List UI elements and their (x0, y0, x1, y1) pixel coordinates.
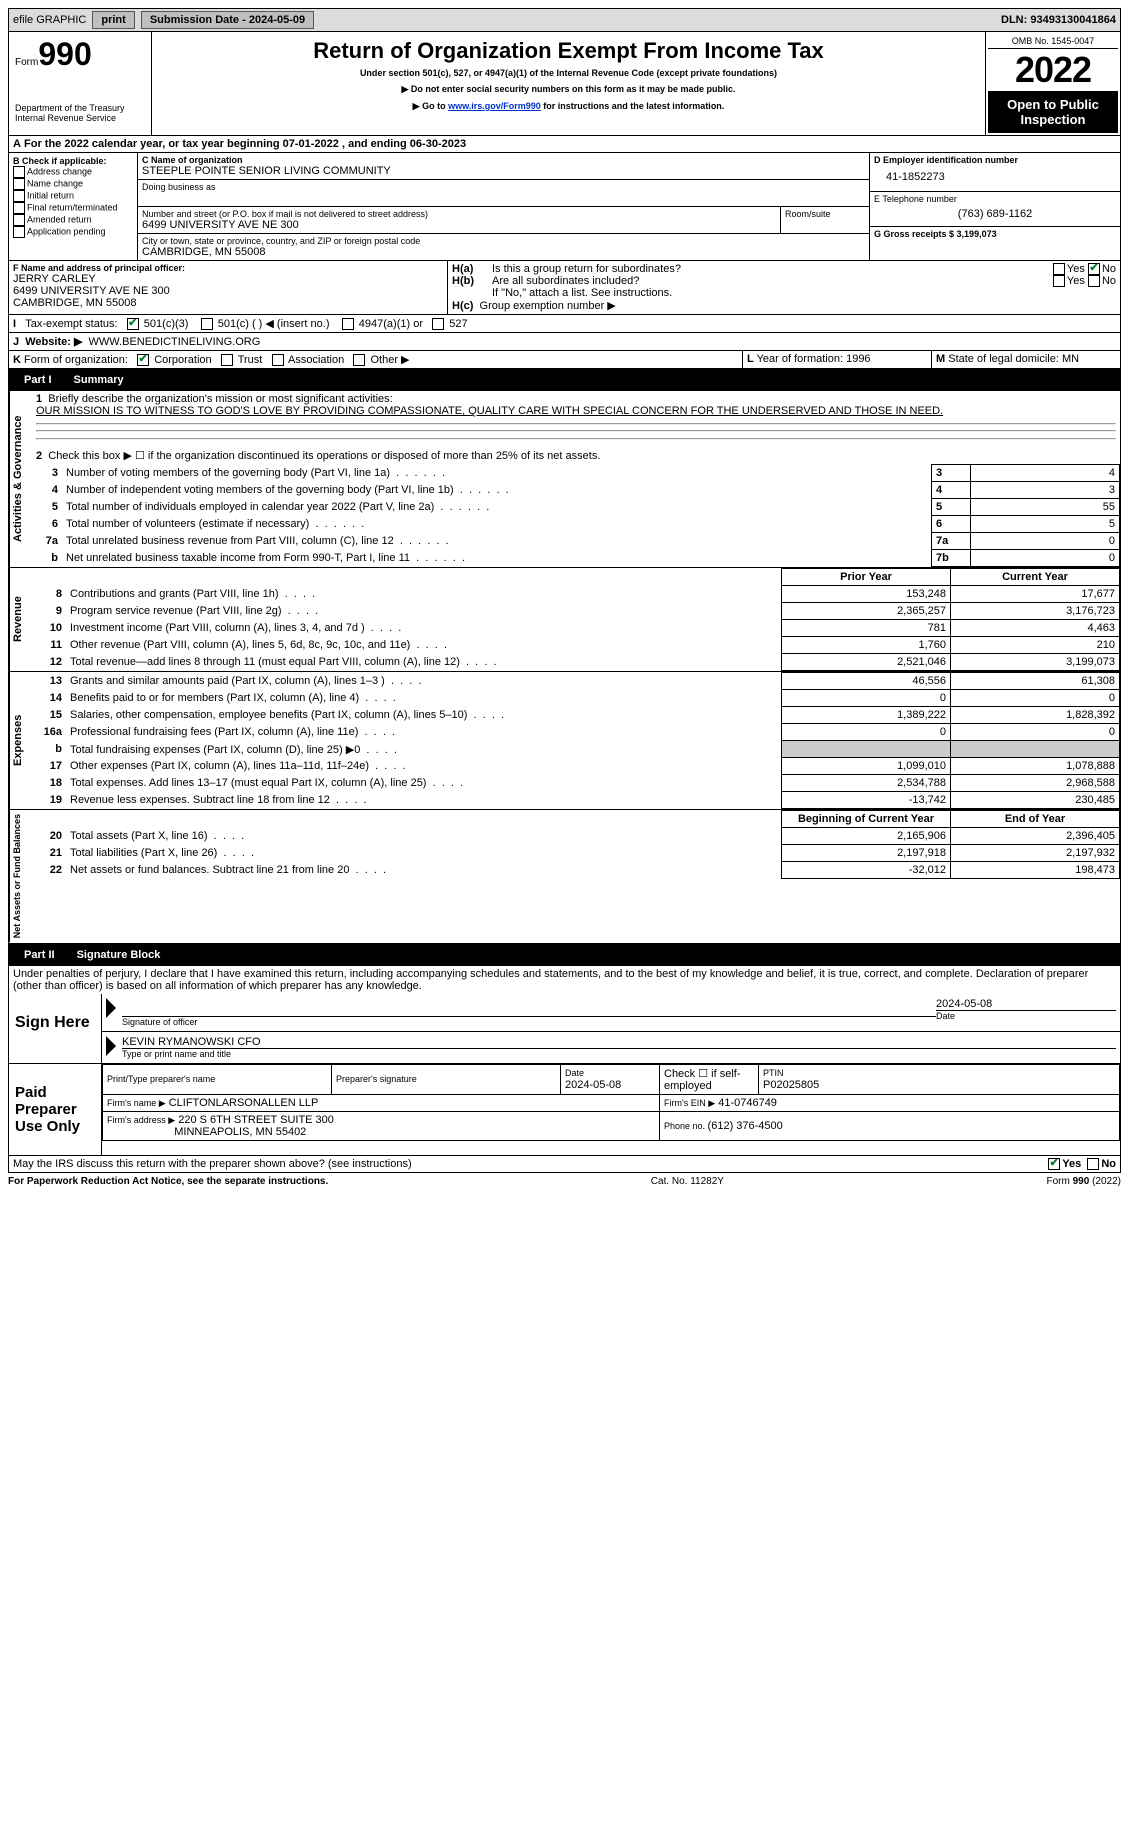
line-klm: K Form of organization: Corporation Trus… (8, 351, 1121, 369)
d-lbl: D Employer identification number (874, 155, 1116, 165)
summary-row: bNet unrelated business taxable income f… (32, 550, 1120, 567)
side-ag: Activities & Governance (9, 391, 32, 567)
org-name: STEEPLE POINTE SENIOR LIVING COMMUNITY (142, 165, 865, 177)
org-info-block: B Check if applicable: Address changeNam… (8, 153, 1121, 261)
form-header: Form990 Department of the Treasury Inter… (8, 32, 1121, 136)
summary-row: 21Total liabilities (Part X, line 26) . … (32, 845, 1120, 862)
line-j: J Website: ▶ WWW.BENEDICTINELIVING.ORG (8, 333, 1121, 351)
summary-row: 10Investment income (Part VIII, column (… (32, 620, 1120, 637)
efile-label: efile GRAPHIC (13, 14, 86, 26)
officer-addr1: 6499 UNIVERSITY AVE NE 300 (13, 285, 443, 297)
room-lbl: Room/suite (781, 207, 869, 233)
summary-row: 5Total number of individuals employed in… (32, 499, 1120, 516)
tax-year: 2022 (988, 49, 1118, 91)
footer: For Paperwork Reduction Act Notice, see … (8, 1173, 1121, 1187)
dba-lbl: Doing business as (142, 182, 865, 192)
line-i: I Tax-exempt status: 501(c)(3) 501(c) ( … (8, 315, 1121, 333)
b-option[interactable]: Amended return (13, 214, 133, 226)
summary-row: 7aTotal unrelated business revenue from … (32, 533, 1120, 550)
side-na: Net Assets or Fund Balances (9, 810, 32, 942)
summary-row: 6Total number of volunteers (estimate if… (32, 516, 1120, 533)
summary-row: 22Net assets or fund balances. Subtract … (32, 862, 1120, 879)
summary-row: 16aProfessional fundraising fees (Part I… (32, 724, 1120, 741)
summary-row: 4Number of independent voting members of… (32, 482, 1120, 499)
summary-row: 14Benefits paid to or for members (Part … (32, 690, 1120, 707)
omb: OMB No. 1545-0047 (988, 34, 1118, 49)
irs-link[interactable]: www.irs.gov/Form990 (448, 101, 541, 111)
perjury: Under penalties of perjury, I declare th… (8, 966, 1121, 994)
f-lbl: F Name and address of principal officer: (13, 263, 443, 273)
side-exp: Expenses (9, 672, 32, 809)
c-name-lbl: C Name of organization (142, 155, 865, 165)
arrow-icon (106, 1036, 116, 1056)
b-option[interactable]: Address change (13, 166, 133, 178)
paid-preparer-block: Paid Preparer Use Only Print/Type prepar… (8, 1064, 1121, 1156)
dln: DLN: 93493130041864 (1001, 14, 1116, 26)
form-number: Form990 (15, 36, 145, 73)
summary-row: 19Revenue less expenses. Subtract line 1… (32, 792, 1120, 809)
print-button[interactable]: print (92, 11, 134, 29)
part1-body: Activities & Governance 1 Briefly descri… (8, 391, 1121, 568)
summary-row: 15Salaries, other compensation, employee… (32, 707, 1120, 724)
summary-row: 11Other revenue (Part VIII, column (A), … (32, 637, 1120, 654)
sign-here-block: Sign Here Signature of officer 2024-05-0… (8, 994, 1121, 1064)
mission: OUR MISSION IS TO WITNESS TO GOD'S LOVE … (36, 405, 943, 417)
subtitle-1: Under section 501(c), 527, or 4947(a)(1)… (158, 68, 979, 78)
street: 6499 UNIVERSITY AVE NE 300 (142, 219, 776, 231)
e-lbl: E Telephone number (874, 194, 1116, 204)
open-inspection: Open to Public Inspection (988, 91, 1118, 133)
arrow-icon (106, 998, 116, 1018)
officer-h-block: F Name and address of principal officer:… (8, 261, 1121, 315)
summary-row: 17Other expenses (Part IX, column (A), l… (32, 758, 1120, 775)
street-lbl: Number and street (or P.O. box if mail i… (142, 209, 776, 219)
netassets-block: Net Assets or Fund Balances Beginning of… (8, 810, 1121, 943)
summary-row: 8Contributions and grants (Part VIII, li… (32, 586, 1120, 603)
subtitle-2: ▶ Do not enter social security numbers o… (158, 84, 979, 95)
form-title: Return of Organization Exempt From Incom… (158, 38, 979, 64)
summary-row: bTotal fundraising expenses (Part IX, co… (32, 741, 1120, 758)
g-receipts: G Gross receipts $ 3,199,073 (870, 227, 1120, 241)
top-bar: efile GRAPHIC print Submission Date - 20… (8, 8, 1121, 32)
ein: 41-1852273 (874, 165, 1116, 189)
b-option[interactable]: Final return/terminated (13, 202, 133, 214)
part1-header: Part I Summary (8, 369, 1121, 391)
summary-row: 12Total revenue—add lines 8 through 11 (… (32, 654, 1120, 671)
b-option[interactable]: Application pending (13, 226, 133, 238)
expenses-block: Expenses 13Grants and similar amounts pa… (8, 672, 1121, 810)
city: CAMBRIDGE, MN 55008 (142, 246, 865, 258)
submission-date-button[interactable]: Submission Date - 2024-05-09 (141, 11, 314, 29)
line-a: A For the 2022 calendar year, or tax yea… (8, 136, 1121, 153)
revenue-block: Revenue Prior YearCurrent Year8Contribut… (8, 568, 1121, 672)
summary-row: 13Grants and similar amounts paid (Part … (32, 673, 1120, 690)
summary-row: 20Total assets (Part X, line 16) . . . .… (32, 828, 1120, 845)
summary-row: 3Number of voting members of the governi… (32, 465, 1120, 482)
summary-row: 9Program service revenue (Part VIII, lin… (32, 603, 1120, 620)
officer-addr2: CAMBRIDGE, MN 55008 (13, 297, 443, 309)
summary-row: 18Total expenses. Add lines 13–17 (must … (32, 775, 1120, 792)
dept: Department of the Treasury (15, 103, 145, 113)
discuss-row: May the IRS discuss this return with the… (8, 1156, 1121, 1173)
officer-name: JERRY CARLEY (13, 273, 443, 285)
phone: (763) 689-1162 (874, 204, 1116, 224)
b-option[interactable]: Name change (13, 178, 133, 190)
irs: Internal Revenue Service (15, 113, 145, 123)
part2-header: Part II Signature Block (8, 944, 1121, 966)
city-lbl: City or town, state or province, country… (142, 236, 865, 246)
side-rev: Revenue (9, 568, 32, 671)
subtitle-3: ▶ Go to www.irs.gov/Form990 for instruct… (158, 101, 979, 112)
b-label: B Check if applicable: (13, 156, 133, 166)
b-option[interactable]: Initial return (13, 190, 133, 202)
